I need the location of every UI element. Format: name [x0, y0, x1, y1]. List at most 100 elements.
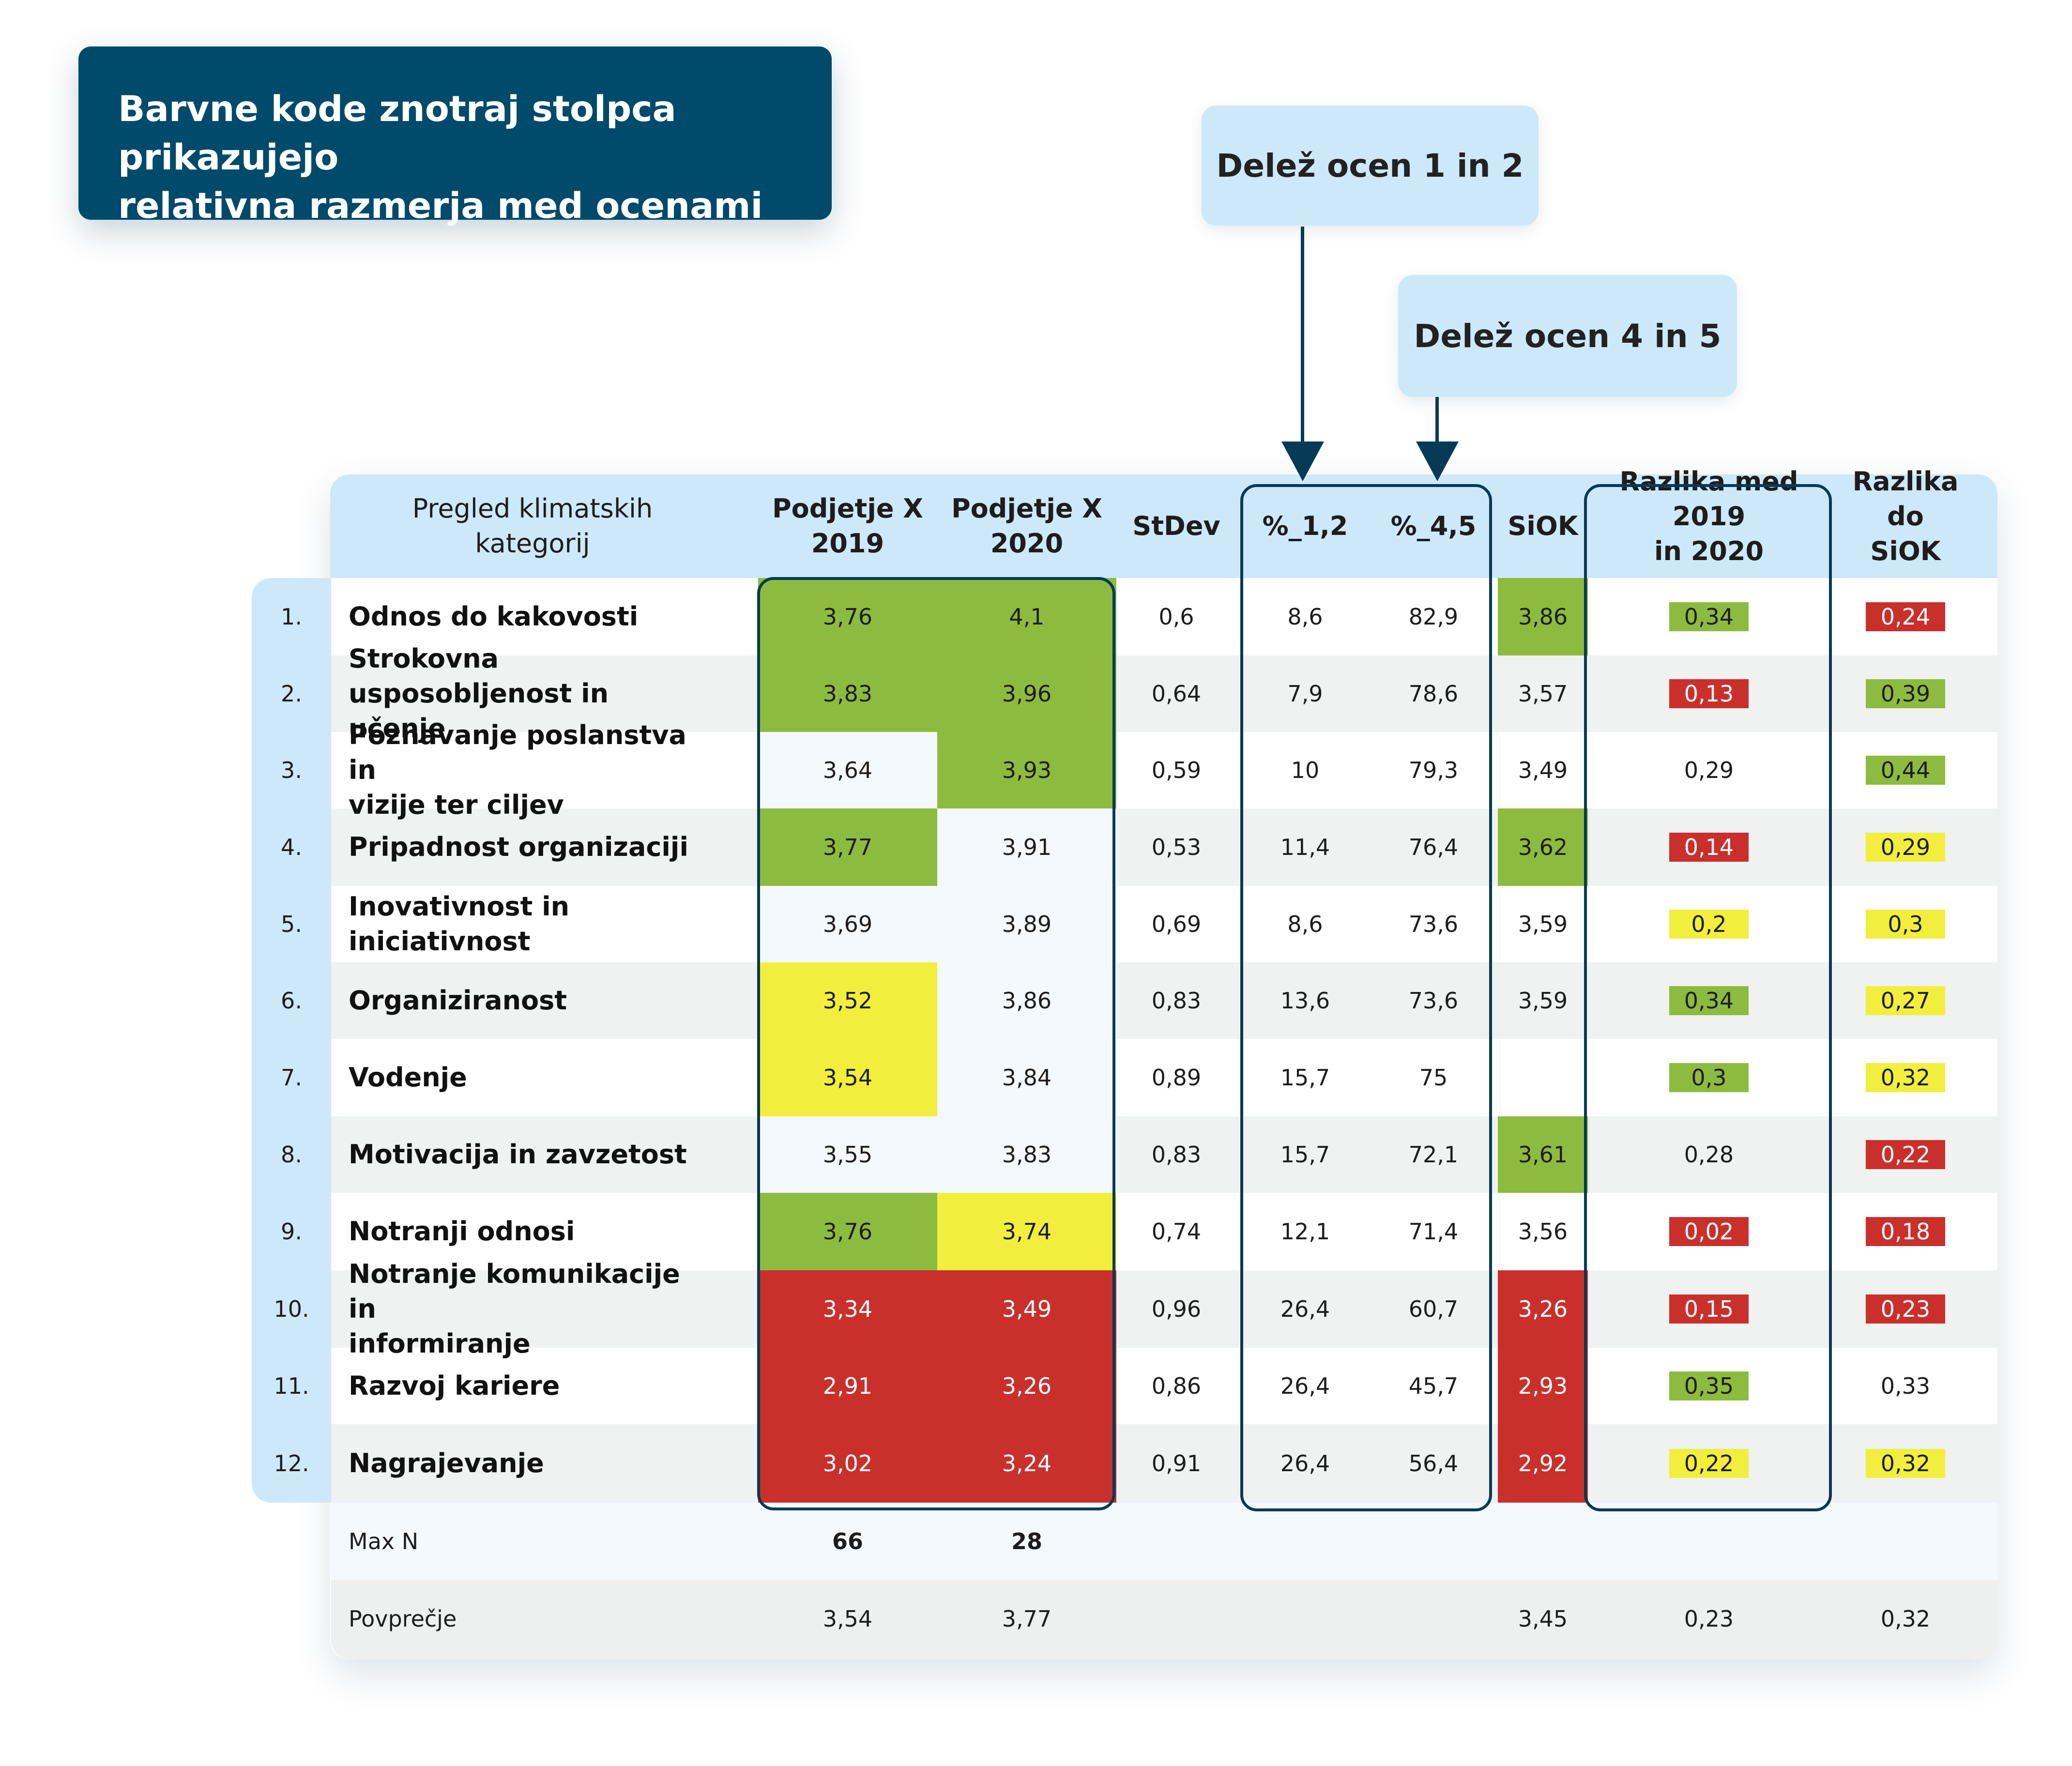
p12-cell: 26,4	[1280, 1296, 1330, 1322]
p45-cell: 76,4	[1408, 834, 1459, 860]
y2020-cell: 3,24	[937, 1424, 1116, 1503]
diff-years-badge: 0,15	[1669, 1294, 1749, 1324]
stdev-cell: 0,53	[1151, 834, 1202, 860]
siok-cell: 3,61	[1498, 1116, 1588, 1193]
diff-siok-badge: 0,24	[1866, 602, 1945, 631]
p45-cell: 56,4	[1408, 1450, 1459, 1477]
y2019-cell: 3,83	[758, 655, 937, 732]
row-number-band	[252, 578, 331, 1503]
y2019-cell: 3,76	[758, 578, 937, 655]
row-number: 11.	[274, 1373, 309, 1399]
average-2019: 3,54	[823, 1606, 873, 1632]
diff-siok-cell: 0,24	[1830, 578, 1981, 655]
header-category: Pregled klimatskih kategorij	[412, 493, 653, 559]
siok-cell: 2,92	[1498, 1424, 1588, 1503]
category-label: Motivacija in zavzetost	[349, 1139, 687, 1170]
diff-siok-badge: 0,29	[1866, 833, 1945, 862]
y2019-cell: 3,02	[758, 1424, 937, 1503]
header-diff-siok: Razlika do SiOK	[1852, 466, 1959, 566]
row-number: 6.	[281, 988, 302, 1014]
arrow-head-share-1-2	[1281, 442, 1324, 481]
header-2020: Podjetje X 2020	[951, 493, 1102, 559]
y2020-cell: 3,89	[937, 886, 1116, 962]
callout-share-1-2: Delež ocen 1 in 2	[1202, 106, 1539, 226]
row-number: 5.	[281, 911, 302, 937]
y2019-cell: 3,69	[758, 886, 937, 962]
p12-cell: 8,6	[1287, 604, 1323, 630]
p12-cell: 26,4	[1280, 1373, 1330, 1399]
p45-cell: 75	[1419, 1065, 1448, 1091]
diff-siok-cell: 0,3	[1830, 886, 1981, 962]
header-p45: %_4,5	[1390, 511, 1477, 541]
diff-siok-cell: 0,29	[1830, 808, 1981, 886]
y2020-cell: 3,49	[937, 1270, 1116, 1348]
average-siok: 3,45	[1518, 1606, 1568, 1632]
y2019-cell: 3,76	[758, 1193, 937, 1270]
diff-siok-badge: 0,22	[1866, 1140, 1945, 1169]
row-number: 3.	[281, 757, 302, 783]
row-number: 8.	[281, 1142, 302, 1168]
y2019-cell: 3,64	[758, 732, 937, 808]
p45-cell: 73,6	[1408, 911, 1459, 937]
stdev-cell: 0,83	[1151, 988, 1202, 1014]
p45-cell: 72,1	[1408, 1142, 1459, 1168]
category-label: Vodenje	[349, 1062, 467, 1093]
diff-years-cell: 0,02	[1588, 1193, 1830, 1270]
stdev-cell: 0,64	[1151, 681, 1202, 707]
stdev-cell: 0,89	[1151, 1065, 1202, 1091]
average-diff-years: 0,23	[1684, 1606, 1734, 1632]
header-2019: Podjetje X 2019	[772, 493, 923, 559]
max-n-2020: 28	[1011, 1528, 1042, 1554]
y2020-cell: 3,93	[937, 732, 1116, 808]
header-stdev: StDev	[1132, 511, 1220, 541]
diff-years-badge: 0,2	[1669, 910, 1749, 939]
diff-years-badge: 0,34	[1669, 602, 1749, 631]
diff-siok-cell: 0,27	[1830, 962, 1981, 1039]
y2020-cell: 3,84	[937, 1039, 1116, 1116]
p12-cell: 12,1	[1280, 1218, 1330, 1245]
footer-row-maxn	[331, 1503, 1997, 1580]
diff-years-badge: 0,13	[1669, 679, 1749, 708]
header-p12: %_1,2	[1262, 511, 1348, 541]
callout-share-4-5: Delež ocen 4 in 5	[1398, 275, 1737, 397]
p12-cell: 13,6	[1280, 988, 1330, 1014]
row-number: 9.	[281, 1218, 302, 1245]
diff-siok-cell: 0,33	[1880, 1373, 1931, 1399]
diff-siok-cell: 0,23	[1830, 1270, 1981, 1348]
diff-siok-badge: 0,23	[1866, 1294, 1945, 1324]
category-label: Poznavanje poslanstva in vizije ter cilj…	[349, 720, 686, 820]
diff-years-cell: 0,35	[1588, 1348, 1830, 1424]
diff-years-badge: 0,34	[1669, 986, 1749, 1015]
p12-cell: 11,4	[1280, 834, 1330, 860]
diff-siok-badge: 0,27	[1866, 986, 1945, 1015]
header-siok: SiOK	[1508, 511, 1578, 541]
diff-siok-cell: 0,32	[1830, 1424, 1981, 1503]
category-label: Notranje komunikacije in informiranje	[349, 1259, 680, 1359]
y2020-cell: 3,83	[937, 1116, 1116, 1193]
p45-cell: 71,4	[1408, 1218, 1459, 1245]
category-label: Strokovna usposobljenost in učenje	[349, 643, 609, 744]
table-row	[331, 1116, 1997, 1193]
siok-cell: 3,59	[1518, 911, 1568, 937]
p12-cell: 15,7	[1280, 1142, 1330, 1168]
stdev-cell: 0,69	[1151, 911, 1202, 937]
arrow-head-share-4-5	[1416, 442, 1459, 481]
category-label: Notranji odnosi	[349, 1216, 575, 1247]
arrow-share-4-5	[1435, 397, 1439, 444]
stdev-cell: 0,59	[1151, 757, 1202, 783]
diff-years-cell: 0,3	[1588, 1039, 1830, 1116]
stdev-cell: 0,74	[1151, 1218, 1202, 1245]
y2020-cell: 3,74	[937, 1193, 1116, 1270]
p12-cell: 15,7	[1280, 1065, 1330, 1091]
siok-cell: 3,49	[1518, 757, 1568, 783]
diff-years-badge: 0,35	[1669, 1371, 1749, 1401]
y2020-cell: 3,91	[937, 808, 1116, 886]
category-label: Odnos do kakovosti	[349, 601, 639, 632]
diff-years-cell: 0,34	[1588, 962, 1830, 1039]
diff-years-cell: 0,13	[1588, 655, 1830, 732]
p12-cell: 26,4	[1280, 1450, 1330, 1477]
category-label: Nagrajevanje	[349, 1448, 544, 1478]
y2019-cell: 2,91	[758, 1348, 937, 1424]
header-diff-years: Razlika med 2019 in 2020	[1619, 466, 1798, 566]
diff-siok-badge: 0,44	[1866, 756, 1945, 785]
